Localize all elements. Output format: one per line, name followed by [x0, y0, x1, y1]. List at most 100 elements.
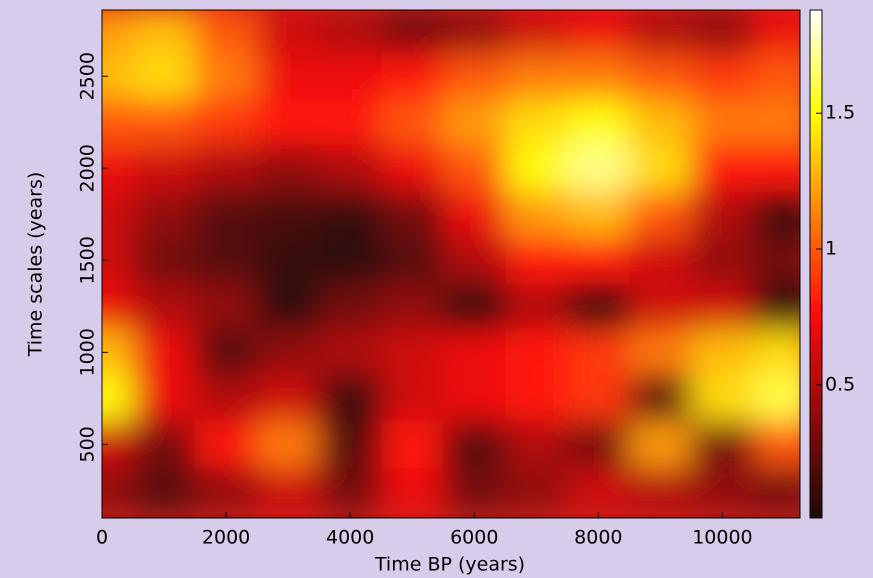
heatmap-cell	[102, 467, 134, 514]
heatmap-cell	[505, 283, 568, 330]
heatmap-cell	[195, 375, 258, 422]
heatmap	[102, 10, 800, 514]
heatmap-cell	[195, 99, 258, 146]
heatmap-cell	[381, 283, 444, 330]
heatmap-cell	[691, 99, 754, 146]
heatmap-cell	[133, 53, 196, 100]
heatmap-cell	[133, 375, 196, 422]
heatmap-cell	[257, 10, 320, 54]
colorbar	[809, 9, 823, 519]
heatmap-cell	[319, 283, 382, 330]
heatmap-cell	[567, 145, 630, 192]
heatmap-cell	[257, 283, 320, 330]
heatmap-cell	[381, 329, 444, 376]
y-tick-label: 500	[77, 426, 99, 462]
heatmap-cell	[133, 467, 196, 514]
heatmap-cell	[195, 191, 258, 238]
heatmap-cell	[133, 329, 196, 376]
x-tick-label: 10000	[692, 527, 752, 549]
heatmap-cell	[691, 421, 754, 468]
heatmap-cell	[133, 99, 196, 146]
heatmap-cell	[257, 421, 320, 468]
heatmap-cell	[319, 145, 382, 192]
heatmap-cell	[753, 237, 800, 284]
heatmap-cell	[443, 145, 506, 192]
heatmap-cell	[753, 53, 800, 100]
heatmap-cell	[629, 99, 692, 146]
heatmap-cell	[505, 421, 568, 468]
heatmap-cell	[505, 99, 568, 146]
heatmap-cell	[753, 191, 800, 238]
heatmap-cell	[629, 53, 692, 100]
heatmap-cell	[505, 53, 568, 100]
heatmap-cell	[319, 53, 382, 100]
heatmap-cells	[102, 10, 800, 514]
colorbar-tick-label: 0.5	[825, 373, 855, 395]
heatmap-cell	[567, 467, 630, 514]
x-tick-label: 8000	[574, 527, 622, 549]
heatmap-cell	[319, 237, 382, 284]
x-tick-label: 0	[96, 527, 108, 549]
heatmap-cell	[195, 329, 258, 376]
heatmap-cell	[257, 191, 320, 238]
heatmap-cell	[381, 421, 444, 468]
heatmap-cell	[381, 467, 444, 514]
y-tick-label: 2000	[77, 144, 99, 192]
y-axis-label: Time scales (years)	[25, 172, 47, 358]
heatmap-cell	[567, 329, 630, 376]
y-tick-label: 1500	[77, 236, 99, 284]
heatmap-cell	[753, 283, 800, 330]
heatmap-cell	[567, 421, 630, 468]
heatmap-cell	[195, 467, 258, 514]
heatmap-cell	[195, 145, 258, 192]
heatmap-cell	[691, 237, 754, 284]
heatmap-cell	[381, 99, 444, 146]
plot-frame	[101, 9, 801, 519]
heatmap-cell	[629, 283, 692, 330]
heatmap-cell	[629, 375, 692, 422]
heatmap-cell	[257, 375, 320, 422]
heatmap-cell	[195, 10, 258, 54]
heatmap-cell	[257, 99, 320, 146]
heatmap-cell	[257, 467, 320, 514]
heatmap-cell	[691, 329, 754, 376]
x-axis-label: Time BP (years)	[374, 554, 525, 576]
heatmap-cell	[567, 10, 630, 54]
heatmap-cell	[567, 375, 630, 422]
x-tick-label: 2000	[202, 527, 250, 549]
heatmap-cell	[195, 53, 258, 100]
heatmap-cell	[443, 53, 506, 100]
heatmap-cell	[381, 375, 444, 422]
heatmap-cell	[629, 237, 692, 284]
colorbar-tick-label: 1.5	[825, 102, 855, 124]
heatmap-cell	[257, 237, 320, 284]
heatmap-cell	[195, 237, 258, 284]
heatmap-cell	[381, 145, 444, 192]
heatmap-cell	[443, 191, 506, 238]
heatmap-cell	[567, 99, 630, 146]
heatmap-cell	[319, 467, 382, 514]
heatmap-cell	[319, 375, 382, 422]
x-tick-label: 4000	[326, 527, 374, 549]
y-tick-label: 1000	[77, 328, 99, 376]
heatmap-cell	[753, 467, 800, 514]
heatmap-cell	[443, 237, 506, 284]
heatmap-cell	[195, 421, 258, 468]
x-tick-label: 6000	[450, 527, 498, 549]
heatmap-cell	[753, 421, 800, 468]
heatmap-cell	[381, 53, 444, 100]
heatmap-cell	[691, 467, 754, 514]
heatmap-cell	[629, 467, 692, 514]
heatmap-cell	[319, 421, 382, 468]
heatmap-cell	[691, 375, 754, 422]
heatmap-cell	[319, 191, 382, 238]
heatmap-cell	[102, 191, 134, 238]
heatmap-cell	[133, 283, 196, 330]
heatmap-cell	[753, 375, 800, 422]
heatmap-cell	[505, 145, 568, 192]
heatmap-cell	[102, 283, 134, 330]
heatmap-cell	[691, 191, 754, 238]
heatmap-cell	[102, 375, 134, 422]
heatmap-cell	[629, 191, 692, 238]
